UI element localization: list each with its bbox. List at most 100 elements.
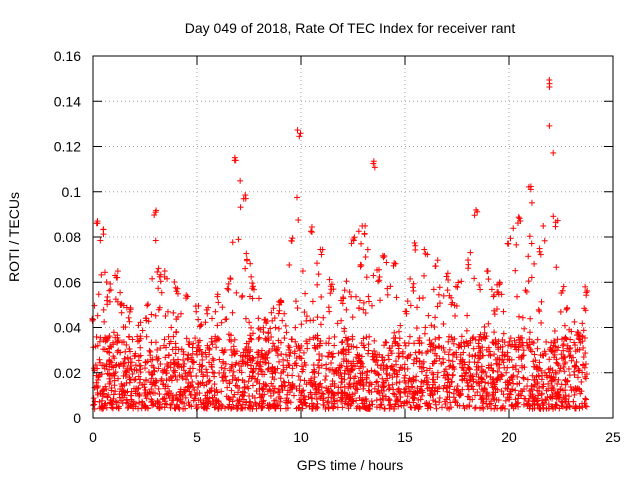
data-point: [413, 325, 420, 332]
data-point: [98, 402, 105, 409]
data-point: [195, 342, 202, 349]
data-point: [230, 343, 237, 350]
data-point: [308, 381, 315, 388]
data-point: [331, 370, 338, 377]
data-point: [555, 376, 562, 383]
data-point: [405, 352, 412, 359]
data-point: [452, 312, 459, 319]
data-point: [247, 260, 254, 267]
data-point: [483, 389, 490, 396]
data-point: [441, 368, 448, 375]
data-point: [139, 401, 146, 408]
data-point: [567, 336, 574, 343]
data-point: [195, 316, 202, 323]
data-point: [235, 376, 242, 383]
data-point: [462, 370, 469, 377]
data-point: [515, 214, 522, 221]
data-point: [357, 263, 364, 270]
data-point: [212, 404, 219, 411]
data-point: [483, 333, 490, 340]
data-point: [534, 395, 541, 402]
data-point: [255, 295, 262, 302]
data-point: [340, 358, 347, 365]
data-point: [256, 334, 263, 341]
data-point: [136, 393, 143, 400]
data-point: [536, 405, 543, 412]
data-point: [247, 365, 254, 372]
data-point: [552, 369, 559, 376]
data-point: [445, 276, 452, 283]
data-point: [328, 286, 335, 293]
data-point: [91, 302, 98, 309]
data-point: [189, 344, 196, 351]
data-point: [396, 379, 403, 386]
data-point: [374, 267, 381, 274]
data-point: [299, 405, 306, 412]
data-point: [431, 388, 438, 395]
data-point: [356, 357, 363, 364]
data-point: [176, 405, 183, 412]
data-point: [507, 335, 514, 342]
data-point: [211, 381, 218, 388]
data-point: [127, 362, 134, 369]
data-point: [132, 350, 139, 357]
data-point: [249, 373, 256, 380]
data-point: [263, 337, 270, 344]
data-point: [473, 206, 480, 213]
data-point: [257, 358, 264, 365]
data-point: [272, 403, 279, 410]
data-point: [528, 274, 535, 281]
data-point: [118, 302, 125, 309]
data-point: [477, 392, 484, 399]
data-point: [349, 391, 356, 398]
data-point: [376, 273, 383, 280]
data-point: [356, 394, 363, 401]
data-point: [127, 306, 134, 313]
data-point: [166, 388, 173, 395]
data-point: [181, 386, 188, 393]
data-point: [560, 394, 567, 401]
data-point: [436, 395, 443, 402]
data-point: [426, 400, 433, 407]
data-point: [204, 369, 211, 376]
data-point: [258, 351, 265, 358]
data-point: [407, 388, 414, 395]
data-point: [135, 322, 142, 329]
data-point: [231, 391, 238, 398]
data-point: [308, 229, 315, 236]
data-point: [373, 388, 380, 395]
data-point: [262, 359, 269, 366]
data-point: [107, 286, 114, 293]
data-point: [391, 405, 398, 412]
data-point: [110, 391, 117, 398]
data-point: [489, 391, 496, 398]
data-point: [338, 339, 345, 346]
data-point: [411, 404, 418, 411]
data-point: [250, 368, 257, 375]
data-point: [229, 398, 236, 405]
data-point: [296, 383, 303, 390]
data-point: [445, 357, 452, 364]
data-point: [385, 356, 392, 363]
data-point: [269, 317, 276, 324]
data-point: [322, 376, 329, 383]
data-point: [453, 354, 460, 361]
data-point: [402, 372, 409, 379]
data-point: [317, 380, 324, 387]
data-point: [292, 338, 299, 345]
data-point: [287, 399, 294, 406]
data-point: [538, 319, 545, 326]
data-point: [164, 383, 171, 390]
data-point: [118, 339, 125, 346]
data-point: [554, 360, 561, 367]
data-point: [411, 239, 418, 246]
data-point: [115, 337, 122, 344]
data-point: [292, 360, 299, 367]
data-point: [561, 322, 568, 329]
data-point: [228, 387, 235, 394]
data-point: [113, 404, 120, 411]
data-point: [446, 346, 453, 353]
data-point: [459, 356, 466, 363]
data-point: [255, 370, 262, 377]
